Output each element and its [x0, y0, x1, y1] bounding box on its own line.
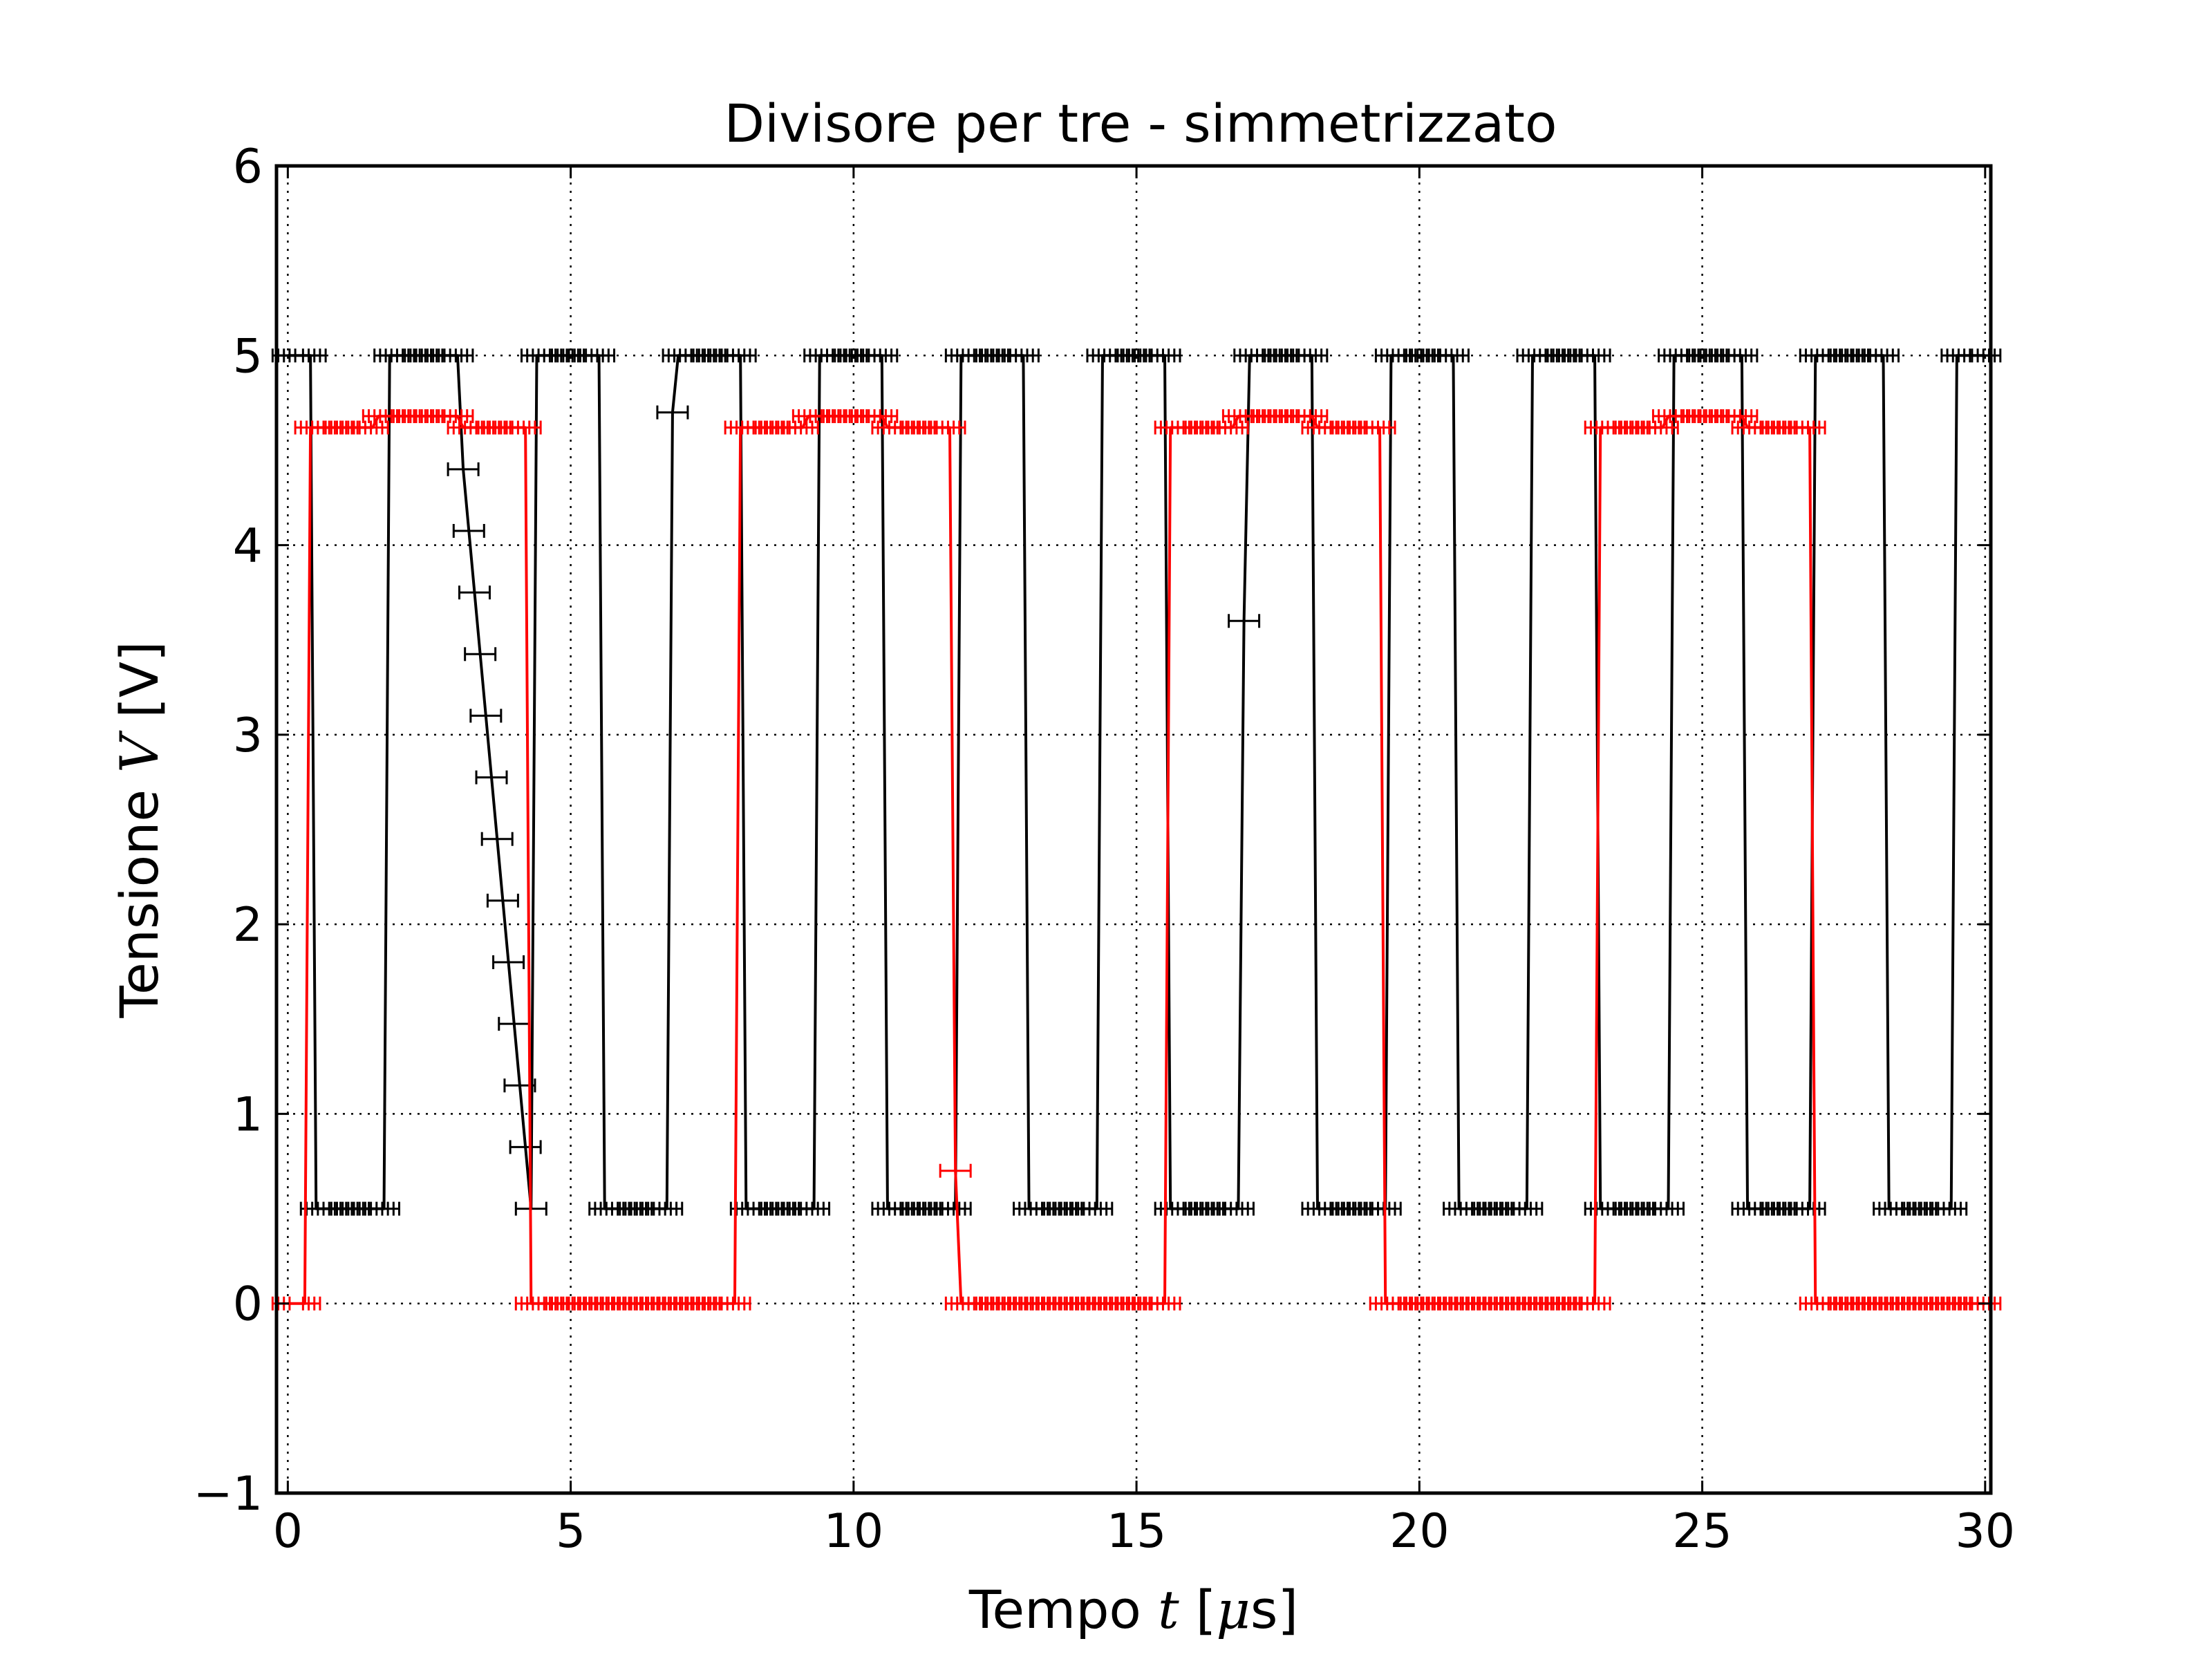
y-tick-label: 6 — [233, 140, 263, 194]
data-point — [368, 1201, 401, 1216]
x-tick-label: 15 — [1107, 1504, 1167, 1559]
data-point — [583, 348, 616, 363]
data-point — [865, 409, 899, 424]
data-point — [288, 1296, 321, 1311]
data-point — [469, 709, 503, 723]
data-point — [486, 893, 519, 908]
data-point — [1221, 1201, 1255, 1216]
data-point — [939, 1163, 972, 1178]
data-point — [1436, 348, 1470, 363]
data-point — [441, 409, 474, 424]
x-tick-label: 30 — [1956, 1504, 2016, 1559]
data-point — [1793, 1201, 1826, 1216]
data-point — [650, 1201, 684, 1216]
data-point — [939, 1201, 972, 1216]
data-point — [1646, 420, 1679, 435]
data-point — [786, 420, 819, 435]
data-point — [1080, 1201, 1114, 1216]
data-point — [1216, 420, 1249, 435]
data-point — [1148, 348, 1181, 363]
data-point — [724, 348, 757, 363]
data-point — [1148, 1296, 1181, 1311]
data-point — [718, 1296, 751, 1311]
data-point — [798, 1201, 831, 1216]
data-point — [1651, 1201, 1685, 1216]
x-axis-label: Tempo t [μs] — [968, 1579, 1298, 1640]
y-tick-label: 0 — [233, 1277, 263, 1332]
series-2 — [271, 409, 2002, 1311]
x-tick-label: 10 — [824, 1504, 884, 1559]
data-point — [509, 1140, 542, 1154]
data-point — [1578, 348, 1611, 363]
y-tick-label: −1 — [194, 1467, 263, 1521]
data-point — [475, 770, 508, 785]
data-point — [1725, 409, 1759, 424]
data-point — [294, 348, 327, 363]
data-point — [656, 405, 689, 420]
data-point — [933, 420, 966, 435]
x-tick-label: 0 — [273, 1504, 303, 1559]
data-point — [452, 524, 485, 538]
data-point — [447, 462, 480, 476]
data-point — [492, 955, 525, 969]
data-point — [356, 420, 389, 435]
y-tick-label: 3 — [233, 709, 263, 763]
data-point — [464, 647, 497, 662]
data-point — [1510, 1201, 1544, 1216]
series-layer — [271, 348, 2002, 1311]
data-point — [1793, 420, 1826, 435]
data-point — [1006, 348, 1040, 363]
x-tick-label: 20 — [1389, 1504, 1450, 1559]
data-point — [1295, 409, 1329, 424]
data-point — [1935, 1201, 1968, 1216]
data-point — [1578, 1296, 1611, 1311]
plot-frame — [274, 164, 1993, 1495]
data-point — [1295, 348, 1329, 363]
data-point — [480, 832, 514, 846]
y-axis-label: Tensione V [V] — [109, 641, 170, 1018]
data-point — [1228, 614, 1261, 628]
data-point — [1725, 348, 1759, 363]
data-point — [458, 585, 491, 600]
chart-title: Divisore per tre - simmetrizzato — [724, 93, 1557, 154]
y-tick-label: 4 — [233, 519, 263, 574]
data-point — [865, 348, 899, 363]
y-tick-label: 5 — [233, 329, 263, 384]
y-tick-label: 2 — [233, 898, 263, 953]
y-tick-label: 1 — [233, 1087, 263, 1142]
data-point — [1363, 420, 1396, 435]
data-point — [509, 420, 542, 435]
data-point — [1866, 348, 1900, 363]
data-point — [441, 348, 474, 363]
x-tick-label: 25 — [1672, 1504, 1732, 1559]
x-tick-label: 5 — [556, 1504, 585, 1559]
